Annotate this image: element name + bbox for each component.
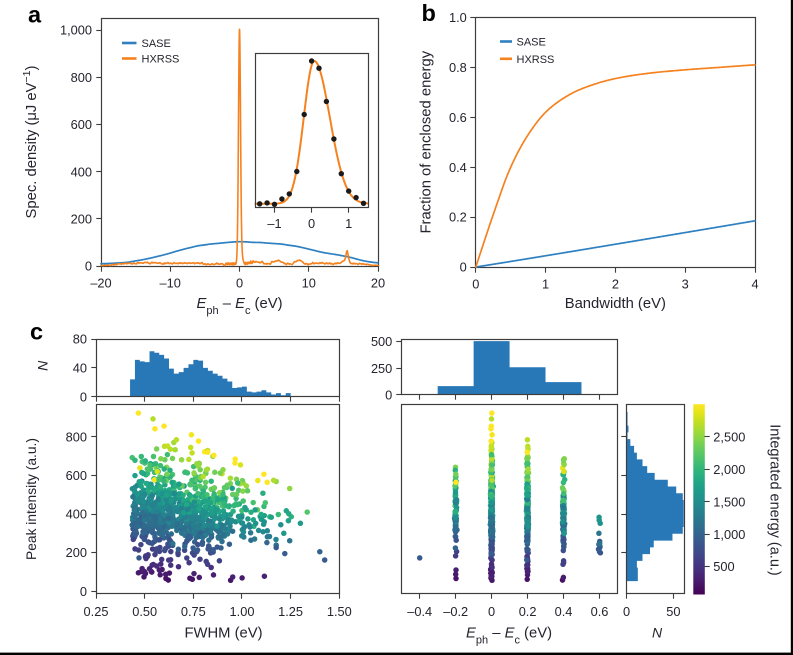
svg-text:0.4: 0.4 — [449, 160, 467, 175]
svg-text:0.75: 0.75 — [181, 604, 206, 619]
svg-text:1: 1 — [345, 216, 352, 231]
svg-text:2,500: 2,500 — [713, 430, 745, 445]
svg-text:0.4: 0.4 — [555, 604, 573, 619]
svg-text:–0.4: –0.4 — [407, 604, 432, 619]
svg-text:0.50: 0.50 — [132, 604, 157, 619]
svg-text:1.00: 1.00 — [230, 604, 255, 619]
svg-text:0: 0 — [488, 604, 495, 619]
svg-text:Spec. density (μJ eV−1): Spec. density (μJ eV−1) — [21, 65, 40, 218]
svg-text:N: N — [652, 625, 663, 641]
svg-text:0.6: 0.6 — [591, 604, 609, 619]
svg-text:40: 40 — [73, 360, 87, 375]
svg-text:Fraction of enclosed energy: Fraction of enclosed energy — [419, 50, 435, 233]
svg-text:0: 0 — [308, 216, 315, 231]
svg-text:200: 200 — [71, 212, 92, 227]
svg-text:1.50: 1.50 — [327, 604, 352, 619]
svg-text:600: 600 — [71, 117, 92, 132]
svg-text:SASE: SASE — [517, 37, 546, 49]
svg-text:Bandwidth (eV): Bandwidth (eV) — [565, 296, 666, 312]
svg-text:Eph – Ec (eV): Eph – Ec (eV) — [196, 296, 282, 317]
svg-text:c: c — [30, 319, 43, 345]
svg-text:0: 0 — [385, 387, 392, 402]
svg-text:20: 20 — [371, 276, 385, 291]
svg-text:250: 250 — [371, 361, 392, 376]
svg-text:1,500: 1,500 — [713, 494, 745, 509]
svg-text:0: 0 — [85, 259, 92, 274]
svg-text:0.8: 0.8 — [449, 60, 467, 75]
svg-text:0.25: 0.25 — [84, 604, 109, 619]
svg-text:1.0: 1.0 — [449, 10, 467, 25]
svg-text:0.2: 0.2 — [449, 210, 467, 225]
svg-text:Integrated energy (a.u.): Integrated energy (a.u.) — [767, 424, 783, 576]
svg-text:600: 600 — [66, 468, 87, 483]
svg-text:0.2: 0.2 — [519, 604, 537, 619]
svg-text:200: 200 — [66, 545, 87, 560]
svg-text:0: 0 — [80, 389, 87, 404]
svg-text:N: N — [35, 360, 51, 371]
svg-text:1,000: 1,000 — [713, 527, 745, 542]
svg-text:500: 500 — [713, 559, 734, 574]
svg-text:SASE: SASE — [142, 38, 171, 50]
svg-text:800: 800 — [66, 429, 87, 444]
svg-text:b: b — [422, 0, 436, 26]
svg-text:1.25: 1.25 — [278, 604, 303, 619]
svg-text:2,000: 2,000 — [713, 462, 745, 477]
svg-text:0.6: 0.6 — [449, 110, 467, 125]
svg-text:–1: –1 — [267, 216, 281, 231]
svg-text:50: 50 — [666, 604, 680, 619]
svg-text:–20: –20 — [90, 276, 111, 291]
svg-text:3: 3 — [682, 276, 689, 291]
svg-text:400: 400 — [66, 507, 87, 522]
svg-text:0: 0 — [623, 604, 630, 619]
svg-text:a: a — [28, 2, 42, 28]
svg-text:Peak intensity (a.u.): Peak intensity (a.u.) — [24, 438, 39, 560]
svg-text:–0.2: –0.2 — [443, 604, 468, 619]
svg-text:–10: –10 — [160, 276, 181, 291]
svg-text:HXRSS: HXRSS — [517, 54, 555, 66]
svg-text:10: 10 — [302, 276, 316, 291]
svg-text:0: 0 — [472, 276, 479, 291]
svg-text:Eph – Ec (eV): Eph – Ec (eV) — [466, 625, 552, 646]
svg-text:0: 0 — [460, 260, 467, 275]
svg-text:500: 500 — [371, 334, 392, 349]
svg-text:0: 0 — [236, 276, 243, 291]
svg-text:FWHM (eV): FWHM (eV) — [184, 626, 262, 642]
svg-text:2: 2 — [612, 276, 619, 291]
svg-text:1: 1 — [542, 276, 549, 291]
svg-text:HXRSS: HXRSS — [142, 54, 180, 66]
svg-text:80: 80 — [73, 332, 87, 347]
svg-text:4: 4 — [751, 276, 758, 291]
svg-text:400: 400 — [71, 164, 92, 179]
svg-text:1,000: 1,000 — [60, 23, 92, 38]
svg-text:0: 0 — [80, 584, 87, 599]
svg-text:800: 800 — [71, 70, 92, 85]
